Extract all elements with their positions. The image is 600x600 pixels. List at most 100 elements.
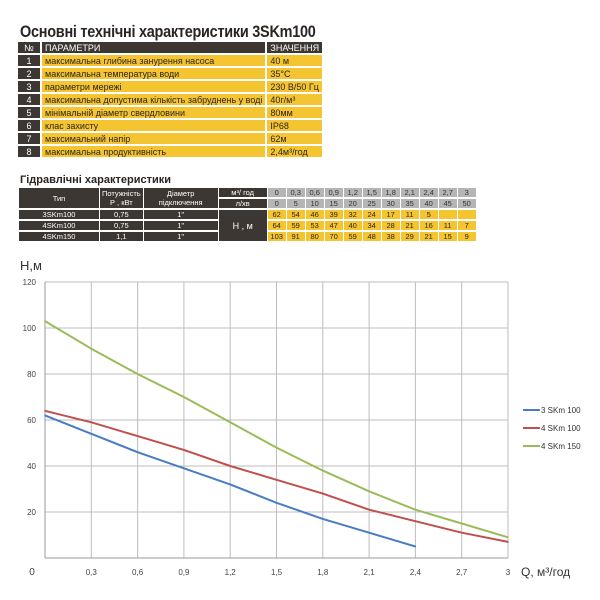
row-num: 4 (18, 94, 40, 105)
col-diam: Діаметр підключення (143, 188, 218, 208)
x-tick-label: 2,4 (410, 568, 422, 577)
head-value: 16 (419, 221, 438, 230)
head-value: 9 (457, 232, 476, 241)
q-m3: 0 (267, 188, 286, 197)
q-m3: 1,5 (362, 188, 381, 197)
row-value: 230 В/50 Гц (267, 81, 323, 92)
head-value: 39 (324, 210, 343, 219)
row-num: 2 (18, 68, 40, 79)
head-value: 32 (343, 210, 362, 219)
data-point (229, 421, 231, 424)
hydraulic-title: Гідравлічні характеристики (20, 174, 172, 186)
q-lmin: 0 (267, 199, 286, 208)
model-type: 4SKm150 (19, 232, 99, 241)
header-value: ЗНАЧЕННЯ (267, 42, 323, 53)
x-tick-label: 1,2 (225, 568, 237, 577)
data-point (183, 449, 185, 451)
q-lmin: 20 (343, 199, 362, 208)
spec-row: 6 клас захисту IP68 (18, 120, 323, 131)
row-param: клас захисту (42, 120, 266, 131)
spec-row: 5 мінімальній діаметр свердловини 80мм (18, 107, 323, 118)
q-lmin: 25 (362, 199, 381, 208)
row-num: 1 (18, 55, 40, 66)
spec-row: 1 максимальна глибина занурення насоса 4… (18, 55, 323, 66)
head-value: 28 (381, 221, 400, 230)
data-point (460, 522, 463, 525)
head-value: 17 (381, 210, 400, 219)
data-point (414, 508, 417, 511)
spec-row: 3 параметри мережі 230 В/50 Гц (18, 81, 323, 92)
model-diam: 1" (143, 210, 218, 219)
model-diam: 1" (143, 232, 218, 241)
x-tick-label: 1,5 (271, 568, 283, 577)
head-value: 54 (286, 210, 305, 219)
row-param: максимальний напір (42, 133, 266, 144)
y-axis-label: Н,м (20, 258, 42, 273)
data-point (136, 451, 139, 453)
model-row: 4SKm150 1,1 1" 103 91 80 70 59 48 38 29 21 15 9 (19, 232, 476, 241)
x-tick-label: 2,7 (456, 568, 468, 577)
x-tick-label: 2,1 (364, 568, 376, 577)
spec-table: № ПАРАМЕТРИ ЗНАЧЕННЯ 1 максимальна глиби… (16, 40, 324, 159)
legend-label: 4 SKm 100 (541, 424, 581, 433)
header-num: № (18, 42, 40, 53)
y-tick-label: 20 (27, 508, 36, 517)
row-value: 40 м (267, 55, 323, 66)
q-m3: 1,8 (381, 188, 400, 197)
row-value: 40г/м³ (267, 94, 323, 105)
head-value: 46 (305, 210, 324, 219)
row-value: IP68 (267, 120, 323, 131)
head-value: 40 (343, 221, 362, 230)
y-tick-label: 120 (23, 278, 37, 287)
header-param: ПАРАМЕТРИ (42, 42, 266, 53)
head-value: 11 (400, 210, 419, 219)
head-value (438, 210, 457, 219)
row-num: 8 (18, 146, 40, 157)
data-point (322, 518, 324, 520)
head-value: 62 (267, 210, 286, 219)
x-tick-label: 0,9 (178, 568, 190, 577)
data-point (368, 531, 370, 534)
q-lmin: 30 (381, 199, 400, 208)
legend-label: 3 SKm 100 (541, 406, 581, 415)
head-value: 53 (305, 221, 324, 230)
data-point (368, 490, 370, 493)
q-lmin: 10 (305, 199, 324, 208)
unit-m3: м³/ год (218, 188, 267, 197)
spec-row: 2 максимальна температура води 35°С (18, 68, 323, 79)
data-point (90, 433, 93, 435)
model-type: 3SKm100 (19, 210, 99, 219)
row-num: 7 (18, 133, 40, 144)
row-num: 5 (18, 107, 40, 118)
hydraulic-table: Тип Потужність Р , кВт Діаметр підключен… (18, 186, 477, 243)
head-value: 11 (438, 221, 457, 230)
row-value: 62м (267, 133, 323, 144)
head-value: 5 (419, 210, 438, 219)
data-point (229, 483, 231, 486)
row-param: максимальна температура води (42, 68, 266, 79)
data-point (90, 421, 93, 424)
data-point (275, 446, 278, 449)
data-point (414, 545, 417, 548)
x-tick-label: 0 (29, 567, 35, 578)
model-type: 4SKm100 (19, 221, 99, 230)
q-lmin: 50 (457, 199, 476, 208)
row-num: 6 (18, 120, 40, 131)
data-point (275, 502, 278, 504)
head-value: 29 (400, 232, 419, 241)
head-value: 64 (267, 221, 286, 230)
data-point (368, 508, 370, 511)
data-point (90, 347, 93, 350)
row-value: 35°С (267, 68, 323, 79)
data-point (229, 465, 231, 467)
pump-curve-chart: 0 0,3 0,6 0,9 1,2 1,5 1,8 2,1 2,4 2,7 3 20 40 60 80 100… (20, 258, 581, 579)
data-point (414, 520, 417, 522)
q-m3: 2,7 (438, 188, 457, 197)
x-tick-label: 0,3 (86, 568, 98, 577)
head-value: 15 (438, 232, 457, 241)
data-point (44, 410, 46, 412)
model-power: 0,75 (100, 221, 143, 230)
data-point (136, 373, 139, 375)
row-param: параметри мережі (42, 81, 266, 92)
